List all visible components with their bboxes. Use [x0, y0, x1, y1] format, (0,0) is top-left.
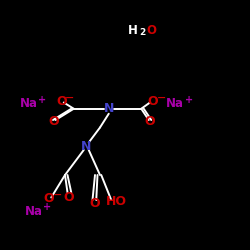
Text: O: O — [147, 95, 158, 108]
Text: N: N — [104, 102, 114, 115]
Text: N: N — [81, 140, 92, 153]
Text: Na: Na — [20, 97, 38, 110]
Text: O: O — [146, 24, 156, 36]
Text: +: + — [44, 202, 52, 212]
Text: O: O — [90, 197, 100, 210]
Text: Na: Na — [166, 97, 184, 110]
Text: −: − — [53, 190, 62, 200]
Text: −: − — [156, 92, 166, 102]
Text: O: O — [44, 192, 54, 205]
Text: O: O — [145, 115, 155, 128]
Text: O: O — [56, 95, 66, 108]
Text: H: H — [128, 24, 138, 36]
Text: +: + — [38, 95, 46, 105]
Text: O: O — [48, 115, 59, 128]
Text: 2: 2 — [140, 28, 146, 37]
Text: O: O — [64, 191, 74, 204]
Text: Na: Na — [25, 205, 43, 218]
Text: HO: HO — [106, 195, 127, 208]
Text: −: − — [65, 92, 75, 102]
Text: +: + — [185, 95, 193, 105]
